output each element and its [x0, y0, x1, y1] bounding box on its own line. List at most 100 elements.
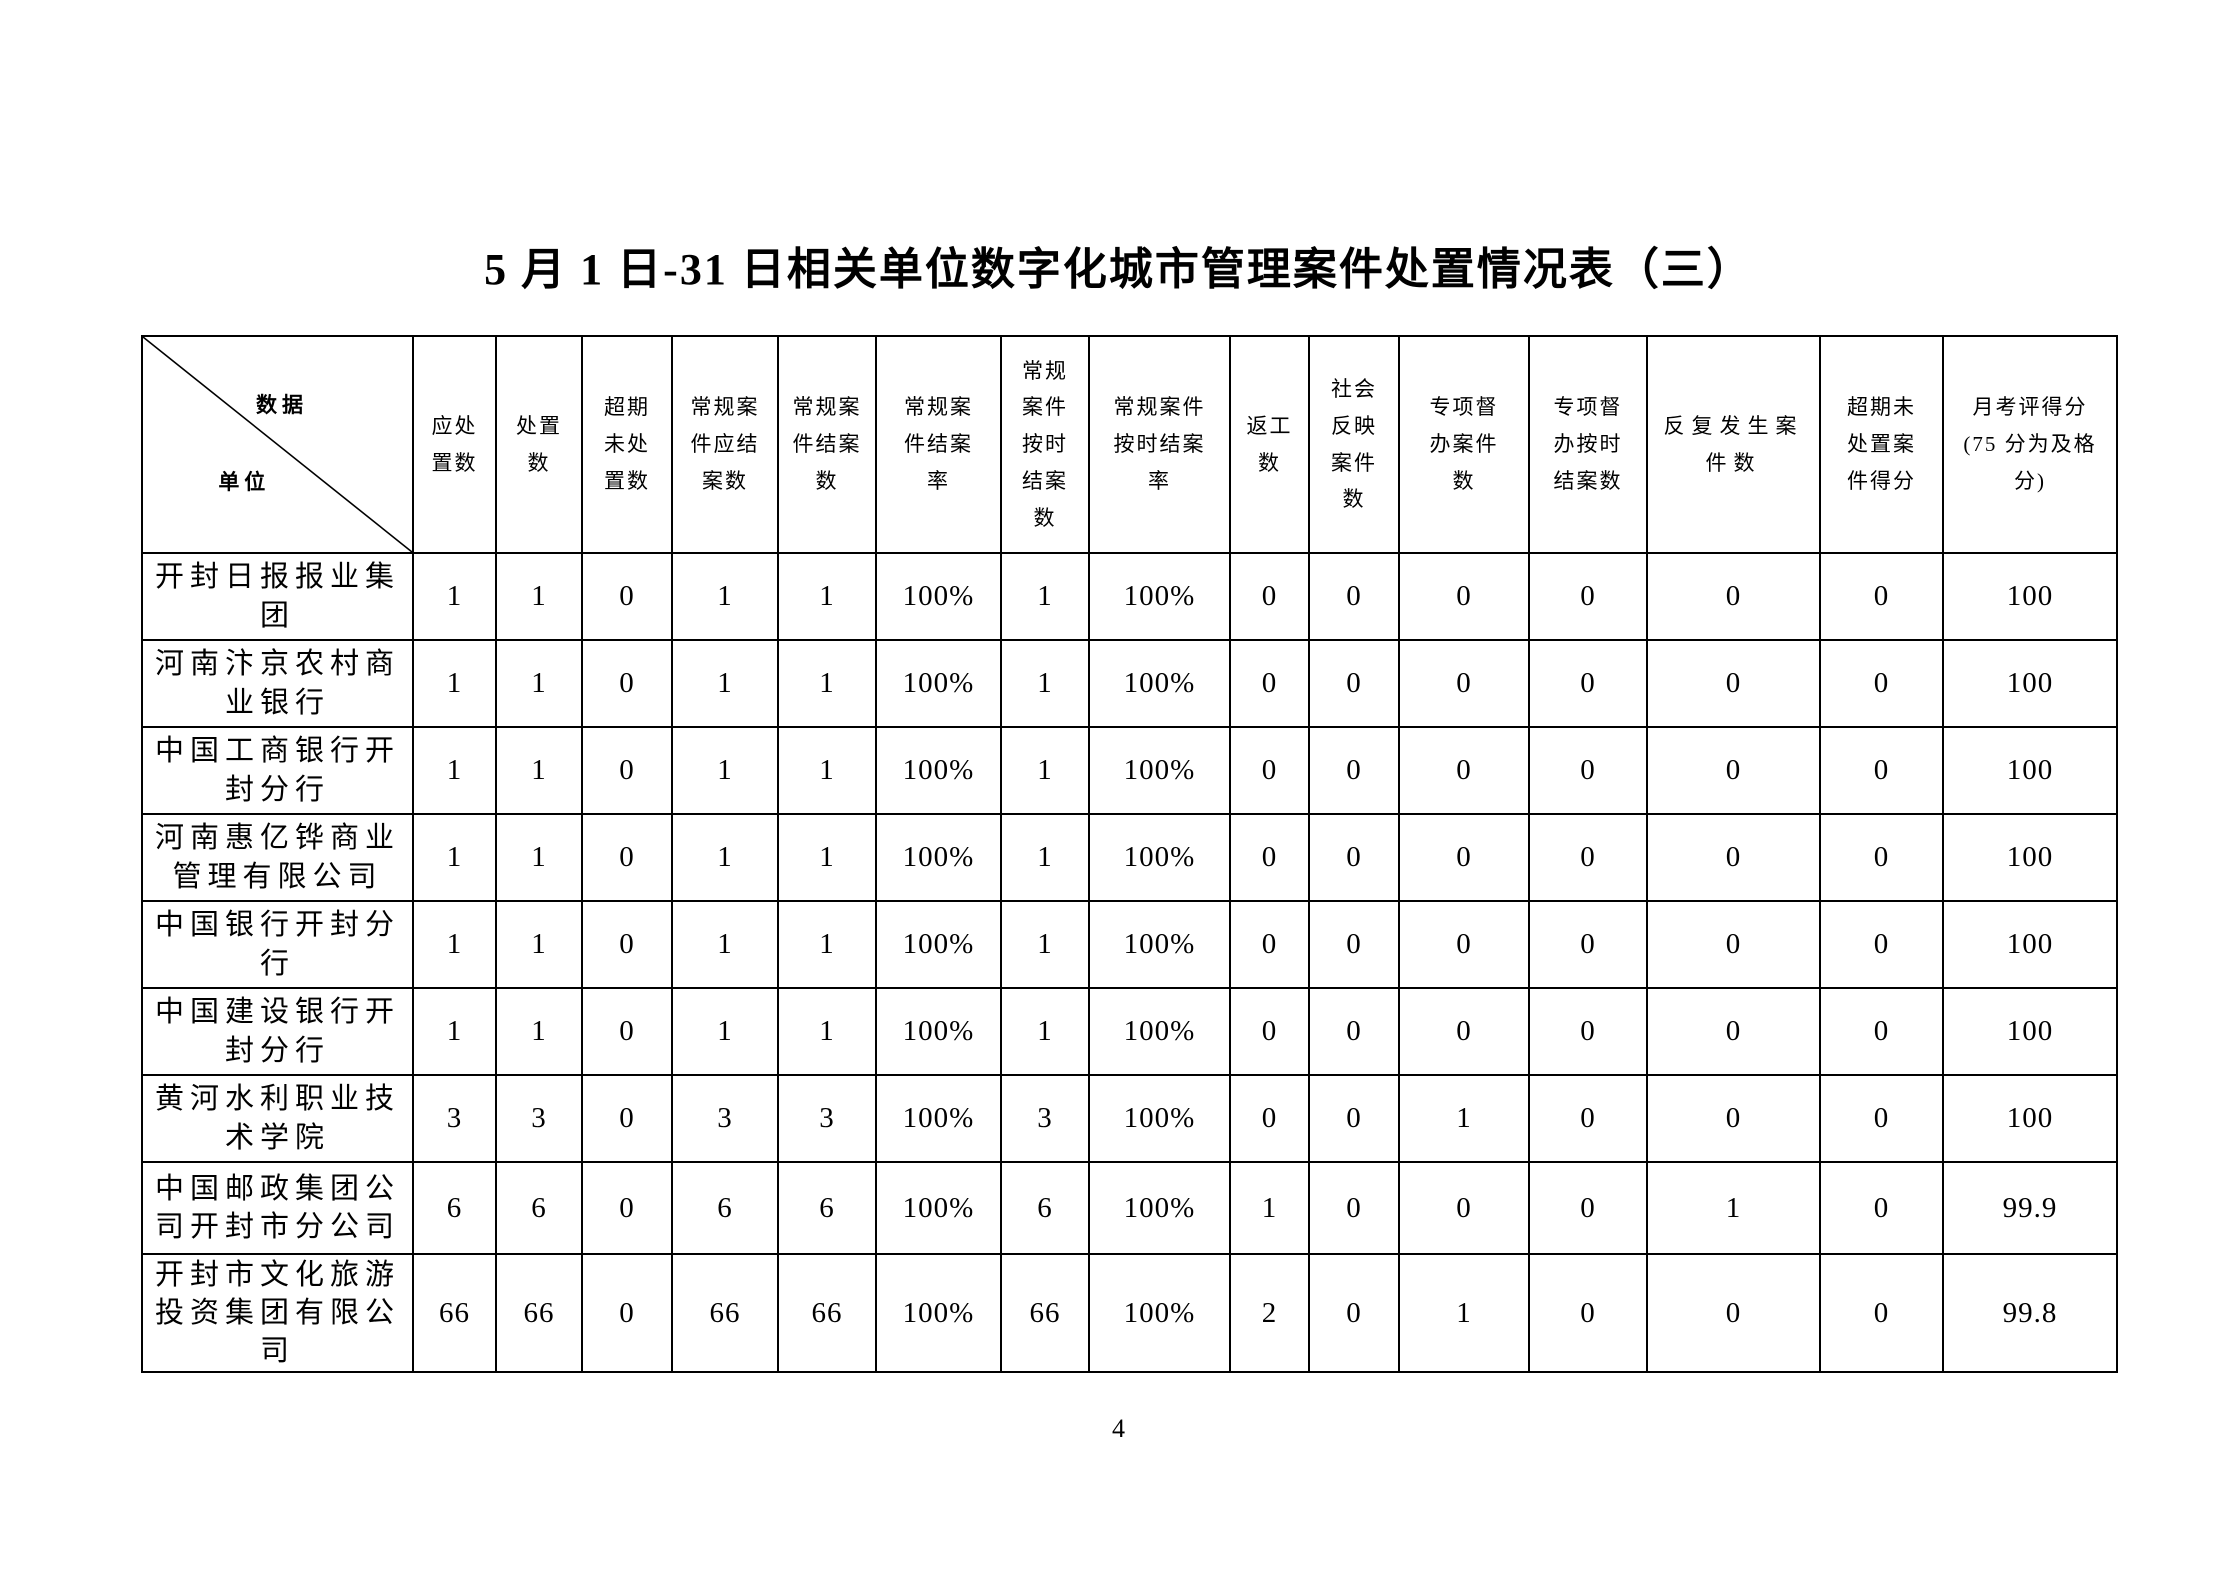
data-cell: 0: [581, 813, 673, 902]
data-cell: 0: [1819, 813, 1944, 902]
column-header: 常规案件 按时结案 率: [1088, 335, 1231, 554]
data-cell: 0: [1398, 813, 1530, 902]
data-cell: 1: [777, 900, 877, 989]
data-cell: 0: [581, 639, 673, 728]
data-cell: 0: [1308, 1161, 1400, 1255]
data-cell: 1: [412, 900, 497, 989]
data-cell: 1: [1229, 1161, 1310, 1255]
data-cell: 100%: [875, 552, 1002, 641]
data-cell: 0: [581, 987, 673, 1076]
data-cell: 100%: [875, 900, 1002, 989]
data-cell: 0: [1528, 1253, 1648, 1373]
data-cell: 3: [412, 1074, 497, 1163]
data-cell: 0: [1819, 987, 1944, 1076]
data-cell: 66: [412, 1253, 497, 1373]
data-cell: 0: [581, 1253, 673, 1373]
data-cell: 100%: [1088, 639, 1231, 728]
unit-name-cell: 中国工商银行开 封分行: [141, 726, 414, 815]
data-cell: 100%: [1088, 813, 1231, 902]
data-cell: 0: [1308, 552, 1400, 641]
data-cell: 0: [1646, 552, 1821, 641]
unit-name-cell: 中国建设银行开 封分行: [141, 987, 414, 1076]
data-cell: 0: [1646, 813, 1821, 902]
data-cell: 0: [581, 1161, 673, 1255]
data-cell: 1: [412, 639, 497, 728]
data-cell: 0: [1528, 639, 1648, 728]
unit-name-cell: 黄河水利职业技 术学院: [141, 1074, 414, 1163]
report-table: 数据 单位 应处 置数 处置 数 超期 未处 置数 常规案 件应结 案数 常规案…: [141, 335, 2118, 1373]
data-cell: 6: [1000, 1161, 1090, 1255]
corner-label-unit: 单位: [218, 470, 271, 494]
data-cell: 0: [1308, 639, 1400, 728]
data-cell: 0: [1646, 1253, 1821, 1373]
data-cell: 0: [1528, 726, 1648, 815]
column-header: 返工 数: [1229, 335, 1310, 554]
corner-header-cell: 数据 单位: [141, 335, 414, 554]
data-cell: 0: [1819, 900, 1944, 989]
data-cell: 0: [1229, 987, 1310, 1076]
data-cell: 0: [1528, 1074, 1648, 1163]
data-cell: 100%: [875, 726, 1002, 815]
data-cell: 1: [1000, 987, 1090, 1076]
data-cell: 0: [1229, 1074, 1310, 1163]
data-cell: 6: [412, 1161, 497, 1255]
page-title: 5 月 1 日-31 日相关单位数字化城市管理案件处置情况表（三）: [484, 245, 1753, 294]
data-cell: 2: [1229, 1253, 1310, 1373]
column-header: 社会 反映 案件 数: [1308, 335, 1400, 554]
data-cell: 0: [581, 900, 673, 989]
column-header: 常规 案件 按时 结案 数: [1000, 335, 1090, 554]
data-cell: 99.8: [1942, 1253, 2118, 1373]
data-cell: 1: [495, 552, 583, 641]
column-header: 超期 未处 置数: [581, 335, 673, 554]
data-cell: 6: [671, 1161, 779, 1255]
data-cell: 1: [412, 552, 497, 641]
data-cell: 0: [1229, 552, 1310, 641]
data-cell: 100: [1942, 552, 2118, 641]
data-cell: 0: [1308, 726, 1400, 815]
data-cell: 0: [1646, 639, 1821, 728]
data-cell: 1: [495, 639, 583, 728]
data-cell: 100%: [875, 1074, 1002, 1163]
data-cell: 100%: [1088, 1161, 1231, 1255]
data-cell: 0: [1819, 726, 1944, 815]
data-cell: 1: [671, 639, 779, 728]
data-cell: 1: [671, 552, 779, 641]
data-cell: 0: [1308, 987, 1400, 1076]
table-row: 开封日报报业集 团 1 1 0 1 1 100% 1 100% 0 0 0 0 0 0 100: [141, 552, 2118, 641]
column-header: 常规案 件结案 率: [875, 335, 1002, 554]
data-cell: 0: [1819, 1161, 1944, 1255]
data-cell: 1: [777, 639, 877, 728]
data-cell: 0: [1819, 1074, 1944, 1163]
column-header: 专项督 办按时 结案数: [1528, 335, 1648, 554]
data-cell: 1: [671, 987, 779, 1076]
data-cell: 0: [1398, 987, 1530, 1076]
data-cell: 0: [1819, 1253, 1944, 1373]
data-cell: 0: [1308, 1074, 1400, 1163]
data-cell: 100%: [875, 1161, 1002, 1255]
data-cell: 0: [1646, 987, 1821, 1076]
column-header: 处置 数: [495, 335, 583, 554]
page-number: 4: [1112, 1414, 1125, 1443]
unit-name-cell: 河南汴京农村商 业银行: [141, 639, 414, 728]
data-cell: 0: [1398, 1161, 1530, 1255]
table-row: 中国邮政集团公 司开封市分公司 6 6 0 6 6 100% 6 100% 1 0 0 0 1 0 99.9: [141, 1161, 2118, 1255]
data-cell: 1: [777, 552, 877, 641]
data-cell: 1: [495, 987, 583, 1076]
data-cell: 0: [581, 726, 673, 815]
data-cell: 1: [1000, 552, 1090, 641]
data-cell: 100%: [1088, 552, 1231, 641]
data-cell: 100: [1942, 987, 2118, 1076]
data-cell: 1: [1000, 813, 1090, 902]
unit-name-cell: 中国邮政集团公 司开封市分公司: [141, 1161, 414, 1255]
data-cell: 100: [1942, 726, 2118, 815]
data-cell: 1: [495, 900, 583, 989]
data-cell: 100%: [875, 1253, 1002, 1373]
data-cell: 1: [671, 900, 779, 989]
unit-name-cell: 开封市文化旅游 投资集团有限公 司: [141, 1253, 414, 1373]
data-cell: 0: [1646, 1074, 1821, 1163]
data-cell: 0: [1308, 900, 1400, 989]
data-cell: 1: [412, 726, 497, 815]
data-cell: 3: [777, 1074, 877, 1163]
header-row: 数据 单位 应处 置数 处置 数 超期 未处 置数 常规案 件应结 案数 常规案…: [141, 335, 2118, 554]
data-cell: 66: [495, 1253, 583, 1373]
